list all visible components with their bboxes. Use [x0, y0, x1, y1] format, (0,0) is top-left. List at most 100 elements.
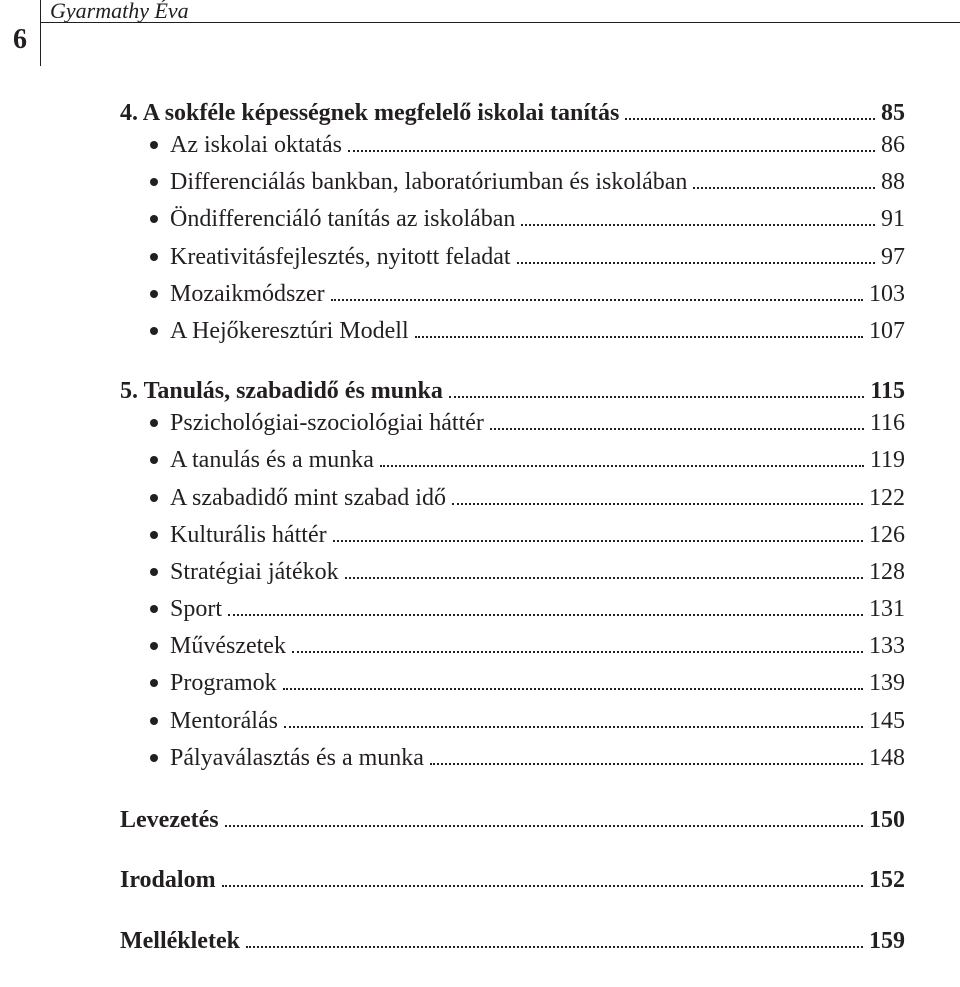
toc-item: Kulturális háttér 126 [120, 517, 905, 554]
item-page: 91 [881, 201, 905, 238]
toc-item: Pályaválasztás és a munka 148 [120, 740, 905, 777]
item-label: Sport [170, 591, 222, 628]
leader-dots [449, 384, 864, 398]
toc-item: Mozaikmódszer 103 [120, 276, 905, 313]
leader-dots [490, 410, 864, 430]
item-page: 122 [869, 480, 905, 517]
section-heading: 4. A sokféle képességnek megfelelő iskol… [120, 100, 619, 127]
end-title: Levezetés [120, 807, 219, 834]
bullet-icon [150, 419, 158, 427]
leader-dots [348, 132, 875, 152]
end-page: 150 [869, 807, 905, 834]
item-label: Differenciálás bankban, laboratóriumban … [170, 164, 687, 201]
item-page: 119 [870, 442, 905, 479]
toc-item: Öndifferenciáló tanítás az iskolában 91 [120, 201, 905, 238]
item-page: 128 [869, 554, 905, 591]
item-page: 148 [869, 740, 905, 777]
leader-dots [246, 926, 863, 948]
bullet-icon [150, 494, 158, 502]
toc-item: Kreativitásfejlesztés, nyitott feladat 9… [120, 239, 905, 276]
bullet-icon [150, 327, 158, 335]
item-page: 131 [869, 591, 905, 628]
toc-item: A Hejőkeresztúri Modell 107 [120, 313, 905, 350]
toc-item: Stratégiai játékok 128 [120, 554, 905, 591]
author-name: Gyarmathy Éva [50, 0, 189, 24]
item-label: Mentorálás [170, 703, 278, 740]
toc-end-row: Levezetés 150 [120, 805, 905, 834]
toc-end-sections: Levezetés 150 Irodalom 152 Mellékletek 1… [120, 805, 905, 955]
section-title: Tanulás, szabadidő és munka [144, 378, 443, 404]
item-page: 88 [881, 164, 905, 201]
bullet-icon [150, 717, 158, 725]
leader-dots [292, 633, 863, 653]
item-page: 116 [870, 405, 905, 442]
toc-item: A szabadidő mint szabad idő 122 [120, 480, 905, 517]
item-page: 133 [869, 628, 905, 665]
item-page: 145 [869, 703, 905, 740]
item-label: A tanulás és a munka [170, 442, 374, 479]
leader-dots [693, 169, 875, 189]
item-label: Pályaválasztás és a munka [170, 740, 424, 777]
leader-dots [283, 670, 863, 690]
leader-dots [452, 484, 863, 504]
toc-content: 4. A sokféle képességnek megfelelő iskol… [120, 100, 905, 987]
item-page: 86 [881, 127, 905, 164]
header-vertical-rule [40, 0, 41, 66]
section-heading-row: 4. A sokféle képességnek megfelelő iskol… [120, 100, 905, 127]
bullet-icon [150, 679, 158, 687]
leader-dots [228, 596, 863, 616]
bullet-icon [150, 178, 158, 186]
item-label: Pszichológiai-szociológiai háttér [170, 405, 484, 442]
item-page: 139 [869, 665, 905, 702]
item-label: Kreativitásfejlesztés, nyitott feladat [170, 239, 511, 276]
page: Gyarmathy Éva 6 4. A sokféle képességnek… [0, 0, 960, 970]
bullet-icon [150, 456, 158, 464]
end-page: 152 [869, 867, 905, 894]
leader-dots [517, 243, 875, 263]
item-label: Művészetek [170, 628, 286, 665]
bullet-icon [150, 605, 158, 613]
item-label: Öndifferenciáló tanítás az iskolában [170, 201, 515, 238]
toc-item: Differenciálás bankban, laboratóriumban … [120, 164, 905, 201]
section-heading: 5. Tanulás, szabadidő és munka [120, 378, 443, 405]
toc-item: Mentorálás 145 [120, 703, 905, 740]
end-title: Irodalom [120, 867, 216, 894]
item-page: 126 [869, 517, 905, 554]
leader-dots [331, 280, 863, 300]
leader-dots [625, 106, 875, 120]
section-number: 4. [120, 100, 138, 126]
toc-item: Sport 131 [120, 591, 905, 628]
page-number: 6 [13, 24, 27, 56]
leader-dots [284, 707, 863, 727]
end-title: Mellékletek [120, 928, 240, 955]
item-label: A szabadidő mint szabad idő [170, 480, 446, 517]
section-page: 85 [881, 100, 905, 127]
section-heading-row: 5. Tanulás, szabadidő és munka 115 [120, 378, 905, 405]
section-title: A sokféle képességnek megfelelő iskolai … [143, 100, 620, 126]
toc-section: 4. A sokféle képességnek megfelelő iskol… [120, 100, 905, 350]
item-label: Programok [170, 665, 277, 702]
toc-end-row: Irodalom 152 [120, 866, 905, 895]
toc-end-row: Mellékletek 159 [120, 926, 905, 955]
bullet-icon [150, 290, 158, 298]
item-label: Kulturális háttér [170, 517, 327, 554]
leader-dots [521, 206, 875, 226]
item-label: Az iskolai oktatás [170, 127, 342, 164]
bullet-icon [150, 531, 158, 539]
toc-item: A tanulás és a munka 119 [120, 442, 905, 479]
item-page: 107 [869, 313, 905, 350]
section-number: 5. [120, 378, 138, 404]
bullet-icon [150, 141, 158, 149]
end-page: 159 [869, 928, 905, 955]
leader-dots [380, 447, 864, 467]
item-label: Stratégiai játékok [170, 554, 339, 591]
leader-dots [333, 521, 863, 541]
item-page: 97 [881, 239, 905, 276]
toc-item: Az iskolai oktatás 86 [120, 127, 905, 164]
bullet-icon [150, 754, 158, 762]
toc-item: Pszichológiai-szociológiai háttér 116 [120, 405, 905, 442]
page-number-box: 6 [0, 24, 40, 66]
item-page: 103 [869, 276, 905, 313]
bullet-icon [150, 568, 158, 576]
toc-item: Programok 139 [120, 665, 905, 702]
